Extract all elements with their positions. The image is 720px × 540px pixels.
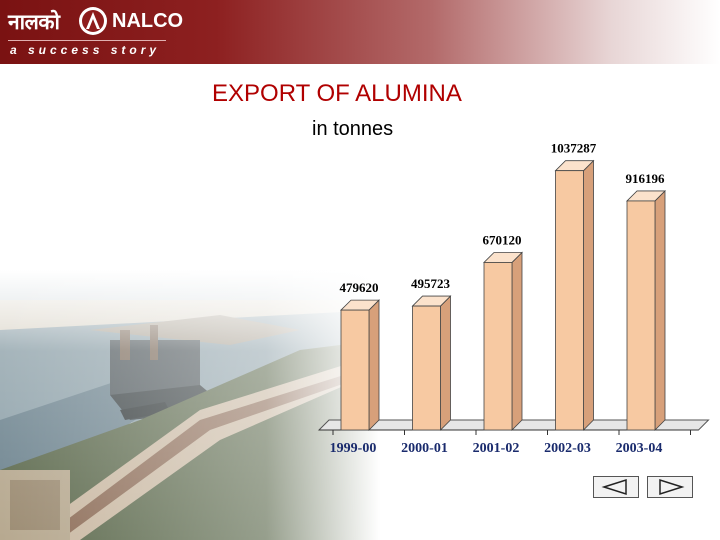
- next-slide-button[interactable]: [647, 476, 693, 498]
- header-banner: नालको NALCO a success story: [0, 0, 720, 64]
- bar-2001-02: [483, 251, 523, 431]
- data-label: 479620: [340, 280, 379, 295]
- previous-slide-button[interactable]: [593, 476, 639, 498]
- bar-side: [440, 295, 451, 431]
- data-label: 495723: [411, 276, 451, 291]
- bar-chart: 479620 1999-00 495723 2000-01 670120 2001-02 1…: [317, 141, 710, 456]
- bar-2000-01: [411, 295, 452, 431]
- bar-side: [368, 299, 380, 431]
- bar-side: [583, 159, 594, 431]
- bar-1999-00: [340, 299, 380, 431]
- logo-english-text: NALCO: [112, 10, 184, 32]
- tagline-divider: [8, 40, 166, 41]
- bar-front: [626, 200, 656, 431]
- data-label: 916196: [626, 171, 666, 186]
- nalco-logo-icon: [79, 7, 107, 35]
- data-label: 670120: [483, 232, 522, 247]
- chart-title: EXPORT OF ALUMINA: [212, 80, 462, 107]
- category-label: 2000-01: [401, 441, 448, 456]
- labels-group: 479620 1999-00 495723 2000-01 670120 2001-02 1…: [330, 141, 665, 456]
- category-label: 1999-00: [330, 441, 377, 456]
- bar-2002-03: [554, 159, 595, 431]
- chart-subtitle: in tonnes: [312, 118, 394, 140]
- data-label: 1037287: [551, 141, 597, 156]
- triangle-left-icon: [601, 478, 627, 496]
- bar-2003-04: [626, 189, 666, 431]
- bar-side: [511, 251, 523, 431]
- triangle-right-icon: [659, 478, 685, 496]
- tagline: a success story: [10, 43, 161, 57]
- bar-front: [340, 309, 370, 431]
- category-label: 2003-04: [616, 441, 663, 456]
- bars-group: [317, 159, 710, 435]
- port-photo: [0, 270, 380, 540]
- bar-front: [412, 305, 441, 431]
- bar-front: [555, 170, 584, 431]
- bar-front: [483, 262, 513, 431]
- category-label: 2002-03: [544, 441, 591, 456]
- logo-hindi-text: नालको: [8, 10, 60, 34]
- category-label: 2001-02: [473, 441, 520, 456]
- bar-side: [654, 189, 666, 431]
